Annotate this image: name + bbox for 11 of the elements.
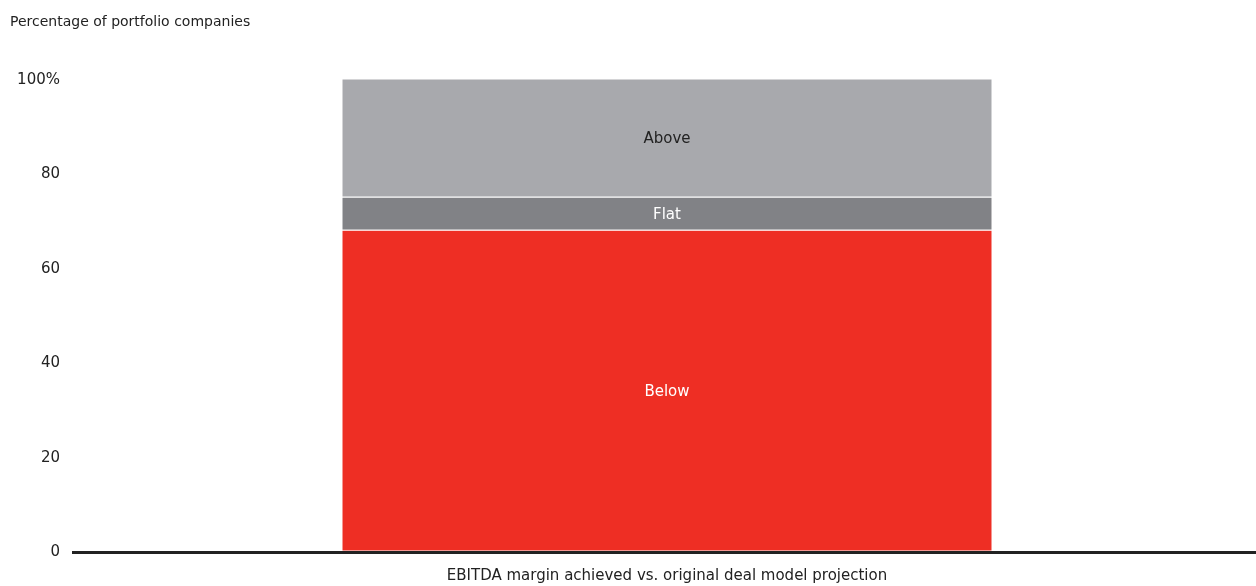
y-tick-label: 0 xyxy=(50,542,60,560)
x-axis-title: EBITDA margin achieved vs. original deal model projection xyxy=(446,566,888,584)
series-label: Above xyxy=(643,129,691,147)
y-tick-label: 80 xyxy=(40,164,60,183)
y-tick-label: 20 xyxy=(40,447,60,466)
y-tick-label: 60 xyxy=(40,258,60,277)
series-label: Below xyxy=(644,381,690,400)
y-tick-label: 100% xyxy=(17,70,60,88)
y-axis-title: Percentage of portfolio companies xyxy=(10,13,251,29)
series-label: Flat xyxy=(653,204,682,223)
y-tick-label: 40 xyxy=(40,353,60,372)
